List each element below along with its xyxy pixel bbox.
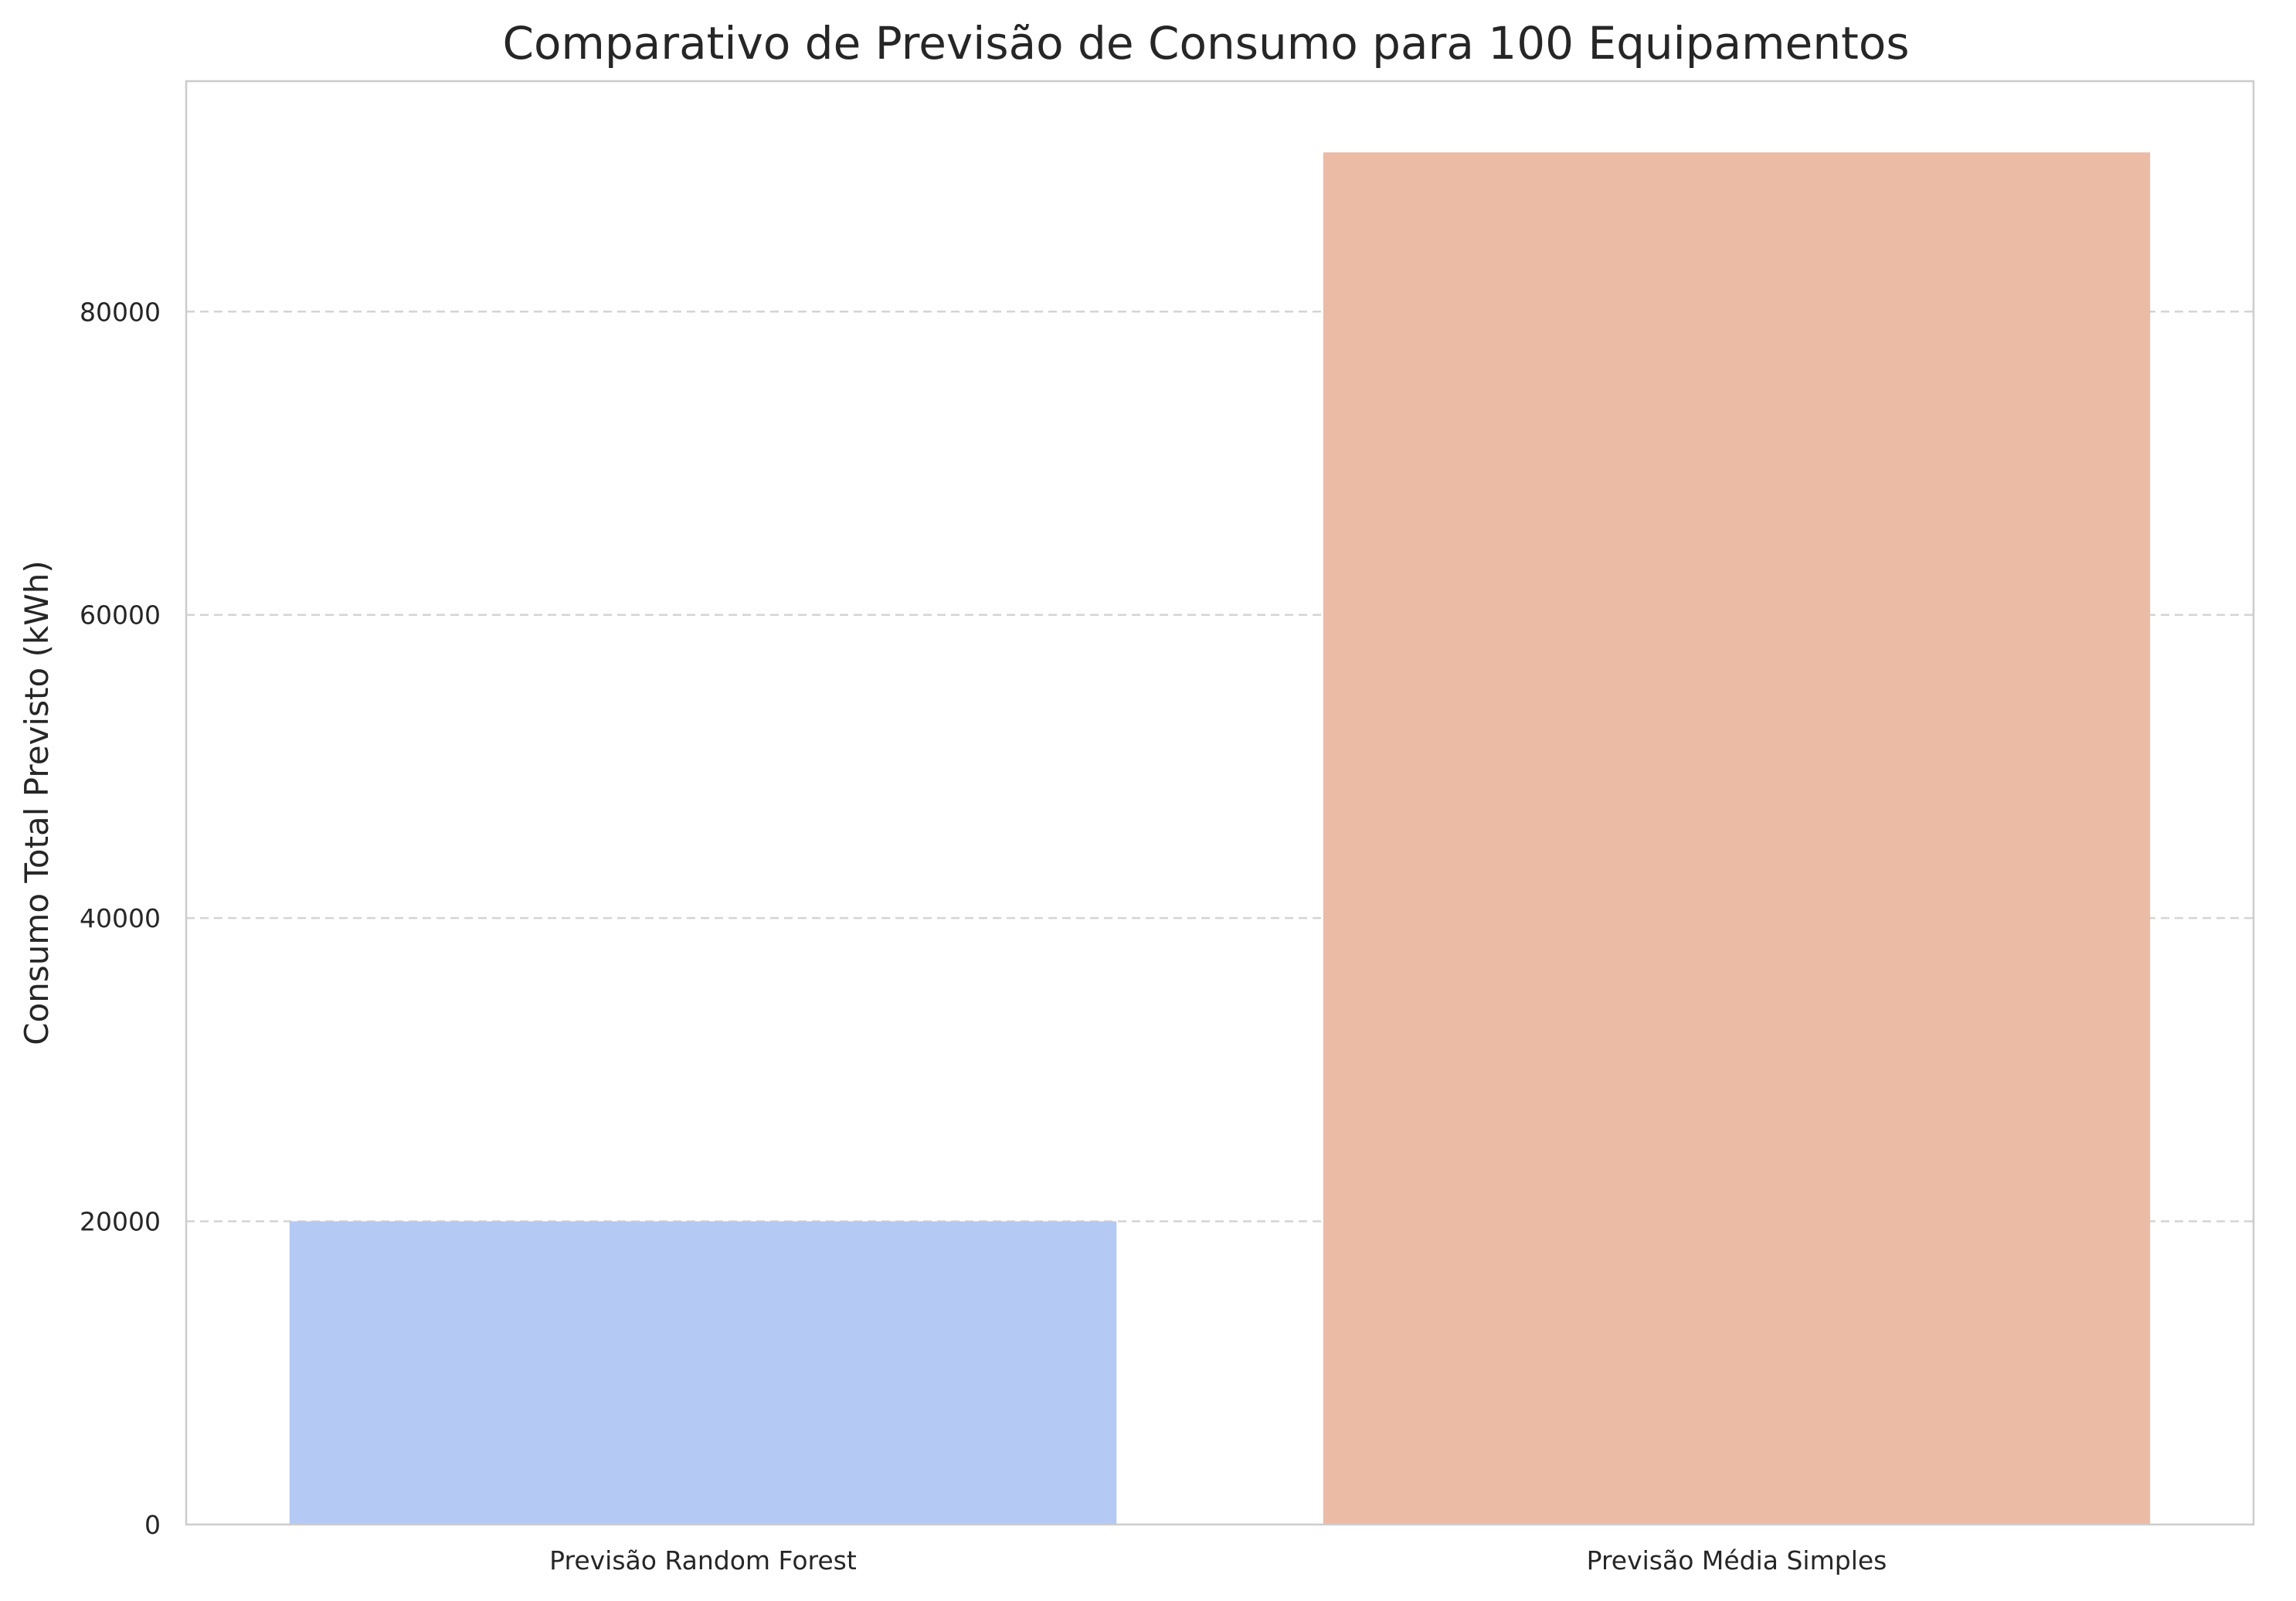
gridlines	[186, 311, 2254, 1222]
y-axis-label: Consumo Total Previsto (kWh)	[18, 560, 56, 1045]
x-tick-label: Previsão Random Forest	[549, 1545, 857, 1576]
plot-frame	[185, 80, 2255, 1526]
x-axis-ticks: Previsão Random Forest Previsão Média Sim…	[549, 1545, 1887, 1576]
y-tick-label: 20000	[80, 1207, 161, 1237]
y-axis-ticks: 0 20000 40000 60000 80000	[80, 297, 161, 1540]
y-tick-label: 60000	[80, 600, 161, 631]
x-tick-label: Previsão Média Simples	[1587, 1545, 1887, 1576]
y-tick-label: 80000	[80, 297, 161, 327]
bar	[1323, 152, 2151, 1525]
chart-title: Comparativo de Previsão de Consumo para …	[502, 17, 1909, 70]
y-tick-label: 40000	[80, 903, 161, 933]
bars	[289, 152, 2151, 1525]
bar	[289, 1221, 1117, 1525]
y-tick-label: 0	[144, 1510, 161, 1540]
